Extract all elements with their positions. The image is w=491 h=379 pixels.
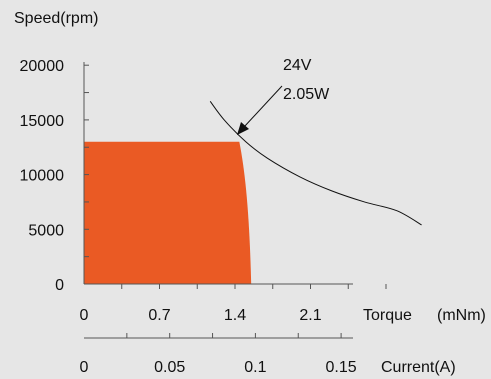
- torque-axis-label: Torque: [363, 307, 412, 324]
- power-curve-24v: [209, 101, 422, 226]
- annotation-arrow-line: [243, 85, 283, 128]
- torque-axis-unit: (mNm): [437, 307, 486, 324]
- current-tick-label: 0.15: [326, 359, 357, 376]
- power-annotation: 2.05W: [283, 86, 330, 103]
- current-axis-label: Current(A): [381, 359, 456, 376]
- y-tick-labels: 20000 15000 10000 5000 0: [20, 58, 65, 294]
- y-axis-ticks: [84, 64, 89, 258]
- torque-axis-ticks: 0 0.7 1.4 2.1: [80, 284, 387, 324]
- torque-tick-label: 2.1: [299, 307, 321, 324]
- torque-tick-label: 0.7: [148, 307, 170, 324]
- current-axis-ticks: 0 0.05 0.1 0.15: [80, 333, 357, 376]
- operating-region: [84, 141, 252, 284]
- y-tick-label: 20000: [20, 58, 65, 75]
- y-tick-label: 0: [55, 277, 64, 294]
- y-tick-label: 15000: [20, 113, 65, 130]
- current-tick-label: 0.1: [244, 359, 266, 376]
- torque-tick-label: 1.4: [224, 307, 246, 324]
- voltage-annotation: 24V: [283, 57, 312, 74]
- y-tick-label: 10000: [20, 168, 65, 185]
- annotation-arrow-head: [237, 122, 249, 135]
- y-axis-title: Speed(rpm): [14, 10, 98, 27]
- current-tick-label: 0.05: [154, 359, 185, 376]
- current-tick-label: 0: [80, 359, 89, 376]
- torque-tick-label: 0: [80, 307, 89, 324]
- y-tick-label: 5000: [28, 222, 64, 239]
